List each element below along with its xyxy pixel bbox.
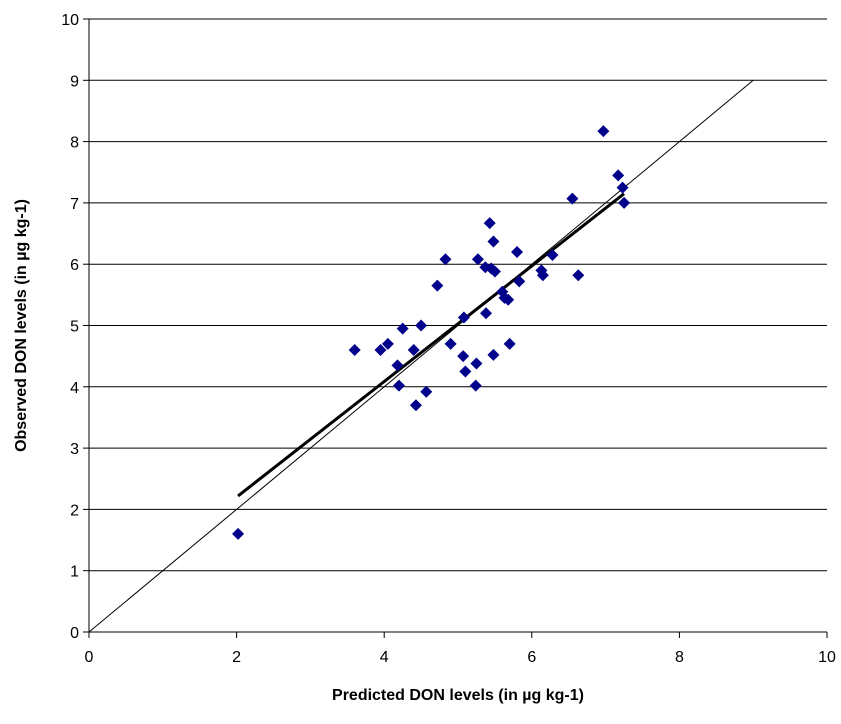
data-point bbox=[439, 253, 452, 266]
axes bbox=[83, 18, 828, 638]
data-point bbox=[487, 348, 500, 361]
data-point bbox=[409, 399, 422, 412]
x-tick-label: 2 bbox=[232, 649, 241, 666]
y-tick-label: 1 bbox=[70, 564, 79, 581]
x-tick-label: 10 bbox=[818, 649, 836, 666]
data-point bbox=[457, 311, 470, 324]
data-point bbox=[381, 337, 394, 350]
data-point bbox=[503, 337, 516, 350]
reference-lines bbox=[88, 79, 754, 633]
x-tick-label: 6 bbox=[527, 649, 536, 666]
identity-line bbox=[88, 79, 754, 633]
data-point bbox=[471, 253, 484, 266]
data-point bbox=[431, 279, 444, 292]
data-point bbox=[396, 322, 409, 335]
data-point bbox=[487, 235, 500, 248]
x-tick-label: 8 bbox=[675, 649, 684, 666]
data-point bbox=[374, 344, 387, 357]
data-point bbox=[546, 249, 559, 262]
data-point bbox=[444, 337, 457, 350]
data-point bbox=[597, 125, 610, 138]
x-axis-title: Predicted DON levels (in µg kg-1) bbox=[332, 687, 584, 704]
data-point bbox=[415, 319, 428, 332]
data-point bbox=[469, 379, 482, 392]
data-point bbox=[391, 359, 404, 372]
data-point bbox=[612, 169, 625, 182]
data-point bbox=[616, 181, 629, 194]
tick-labels: 0 1 2 3 4 5 6 7 8 9 10 0 2 4 6 8 10 bbox=[61, 12, 836, 666]
regression-line bbox=[237, 192, 625, 498]
data-point bbox=[511, 245, 524, 258]
data-point bbox=[536, 269, 549, 282]
data-point bbox=[483, 217, 496, 230]
data-point bbox=[348, 344, 361, 357]
data-point bbox=[470, 357, 483, 370]
y-tick-label: 8 bbox=[70, 135, 79, 152]
y-tick-label: 0 bbox=[70, 625, 79, 642]
data-point bbox=[459, 365, 472, 378]
y-tick-label: 10 bbox=[61, 12, 79, 29]
data-point bbox=[392, 379, 405, 392]
data-point bbox=[480, 307, 493, 320]
data-point bbox=[513, 275, 526, 288]
data-point bbox=[488, 265, 501, 278]
data-point bbox=[407, 344, 420, 357]
y-tick-label: 3 bbox=[70, 441, 79, 458]
y-tick-label: 2 bbox=[70, 502, 79, 519]
x-tick-label: 0 bbox=[85, 649, 94, 666]
y-axis-title: Observed DON levels (in µg kg-1) bbox=[13, 199, 30, 452]
y-tick-label: 7 bbox=[70, 196, 79, 213]
y-tick-label: 9 bbox=[70, 73, 79, 90]
data-point bbox=[566, 192, 579, 205]
data-point bbox=[502, 293, 515, 306]
y-tick-label: 5 bbox=[70, 319, 79, 336]
data-point bbox=[420, 385, 433, 398]
data-point bbox=[232, 527, 245, 540]
y-tick-label: 4 bbox=[70, 380, 79, 397]
data-points bbox=[232, 125, 631, 540]
x-tick-label: 4 bbox=[380, 649, 389, 666]
data-point bbox=[572, 269, 585, 282]
gridlines bbox=[89, 18, 827, 572]
y-tick-label: 6 bbox=[70, 257, 79, 274]
data-point bbox=[457, 350, 470, 363]
data-point bbox=[618, 196, 631, 209]
